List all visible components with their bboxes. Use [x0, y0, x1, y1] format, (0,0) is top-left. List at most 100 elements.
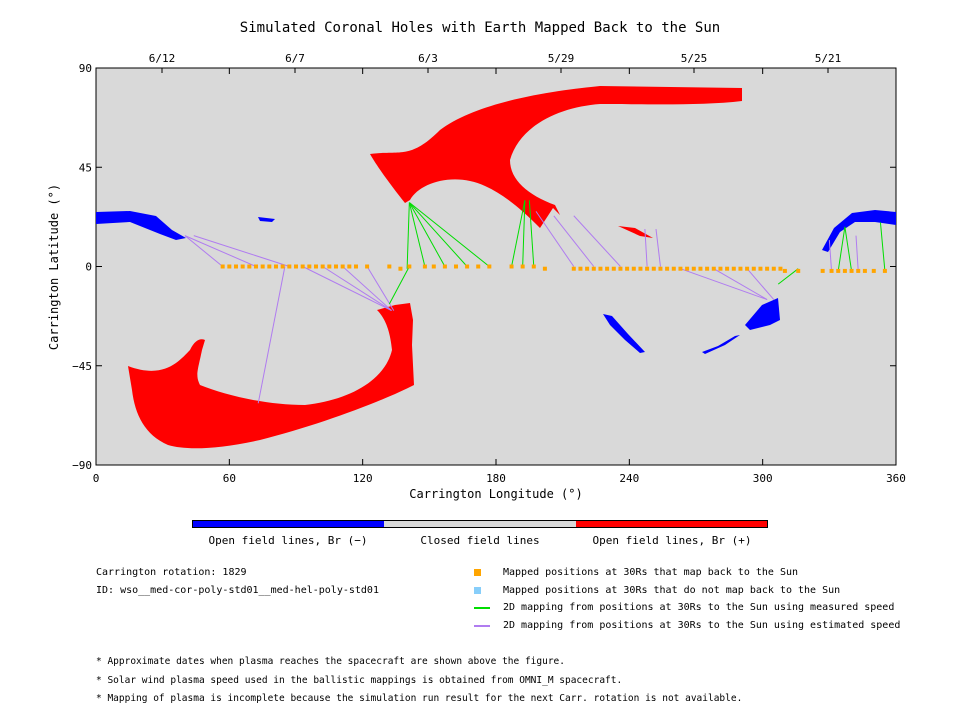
mapped-point	[267, 264, 272, 269]
mapped-point	[665, 266, 670, 271]
mapped-point	[731, 266, 736, 271]
mapped-point	[287, 264, 292, 269]
coronal-hole-blue-arc	[702, 335, 740, 354]
mapped-point	[631, 266, 636, 271]
measured-speed-link	[844, 226, 853, 271]
mapped-point	[751, 266, 756, 271]
measured-speed-link	[522, 200, 526, 267]
top-date-label: 5/29	[548, 52, 575, 65]
mapped-point	[862, 268, 867, 273]
mapped-point	[340, 264, 345, 269]
mapped-point	[487, 264, 492, 269]
mapped-point	[220, 264, 225, 269]
measured-speed-link	[408, 202, 446, 267]
estimated-speed-link	[535, 211, 575, 267]
legend-label: 2D mapping from positions at 30Rs to the…	[503, 602, 895, 613]
mapped-point	[442, 264, 447, 269]
mapped-point	[347, 264, 352, 269]
y-axis-ticks: 90 45 0 −45 −90	[72, 62, 896, 472]
y-tick-label: 45	[79, 161, 92, 174]
estimated-speed-link	[644, 228, 648, 267]
mapped-point	[454, 264, 458, 269]
top-date-label: 5/21	[815, 52, 842, 65]
mapped-point	[422, 264, 427, 269]
y-tick-label: 0	[85, 261, 92, 274]
mapped-point	[509, 264, 514, 269]
mapped-point	[327, 264, 332, 269]
estimated-speed-link	[257, 266, 286, 404]
mapped-point	[465, 264, 470, 269]
mapped-point	[334, 264, 338, 269]
estimated-speed-link	[855, 235, 859, 271]
mapped-point	[476, 264, 481, 269]
mapped-point	[671, 266, 676, 271]
legend-estimated-speed: 2D mapping from positions at 30Rs to the…	[474, 620, 900, 631]
mapped-point	[585, 266, 590, 271]
x-axis-ticks: 0 60 120 180 240 300 360	[93, 68, 906, 485]
mapped-point	[856, 268, 861, 273]
estimated-speed-link	[184, 235, 257, 267]
legend-label: 2D mapping from positions at 30Rs to the…	[503, 620, 901, 631]
mapped-point	[836, 268, 841, 273]
mapped-point	[354, 264, 358, 269]
y-tick-label: −45	[72, 360, 92, 373]
mapped-point	[398, 266, 403, 271]
mapped-point	[571, 266, 576, 271]
measured-speed-link	[409, 202, 490, 267]
colorbar-segment-closed	[384, 521, 576, 527]
mapped-point	[691, 266, 696, 271]
orange-square-icon	[474, 569, 481, 576]
mapped-point	[260, 264, 265, 269]
mapped-point	[618, 266, 623, 271]
mapped-point	[645, 266, 650, 271]
coronal-hole-blue-southeast	[745, 298, 780, 330]
mapped-point	[778, 266, 783, 271]
mapped-point	[782, 268, 787, 273]
mapped-point	[651, 266, 656, 271]
measured-speed-link	[408, 202, 468, 267]
mapped-point	[698, 266, 703, 271]
chart-title: Simulated Coronal Holes with Earth Mappe…	[239, 20, 721, 36]
colorbar	[192, 520, 768, 528]
measured-speed-link	[777, 268, 799, 285]
mapped-point	[829, 268, 834, 273]
mapped-point	[227, 264, 232, 269]
estimated-speed-link	[746, 268, 775, 300]
coronal-hole-north-red	[370, 86, 742, 228]
estimated-speed-link	[713, 268, 768, 301]
measured-speed-link	[879, 222, 886, 271]
top-date-label: 6/3	[418, 52, 438, 65]
mapped-point	[638, 266, 643, 271]
colorbar-segment-positive	[575, 521, 767, 527]
x-tick-label: 300	[753, 472, 773, 485]
mapped-point	[598, 266, 603, 271]
top-date-label: 5/25	[681, 52, 708, 65]
mapped-point	[725, 266, 730, 271]
simulation-id: ID: wso__med-cor-poly-std01__med-hel-pol…	[96, 585, 379, 596]
carrington-rotation: Carrington rotation: 1829	[96, 567, 247, 578]
measured-speed-link	[388, 266, 410, 305]
mapped-point	[365, 264, 370, 269]
note-plasma-speed: * Solar wind plasma speed used in the ba…	[96, 675, 623, 686]
estimated-speed-link	[322, 266, 392, 312]
top-date-label: 6/12	[149, 52, 176, 65]
note-dates: * Approximate dates when plasma reaches …	[96, 656, 565, 667]
note-incomplete: * Mapping of plasma is incomplete becaus…	[96, 693, 743, 704]
top-date-ticks: 6/12 6/7 6/3 5/29 5/25 5/21	[149, 52, 842, 73]
coronal-hole-blue-west	[96, 211, 186, 240]
estimated-speed-link	[573, 215, 621, 267]
mapped-point	[625, 266, 630, 271]
mapped-point	[842, 268, 847, 273]
purple-line-icon	[474, 624, 490, 627]
measured-speed-link	[528, 200, 535, 267]
mapped-point	[300, 264, 305, 269]
mapped-point	[711, 266, 716, 271]
mapped-point	[542, 266, 547, 271]
y-tick-label: 90	[79, 62, 92, 75]
mapped-point	[745, 266, 750, 271]
x-tick-label: 0	[93, 472, 100, 485]
estimated-speed-link	[680, 268, 768, 301]
y-axis-label: Carrington Latitude (°)	[47, 184, 61, 350]
mapped-point	[531, 264, 536, 269]
